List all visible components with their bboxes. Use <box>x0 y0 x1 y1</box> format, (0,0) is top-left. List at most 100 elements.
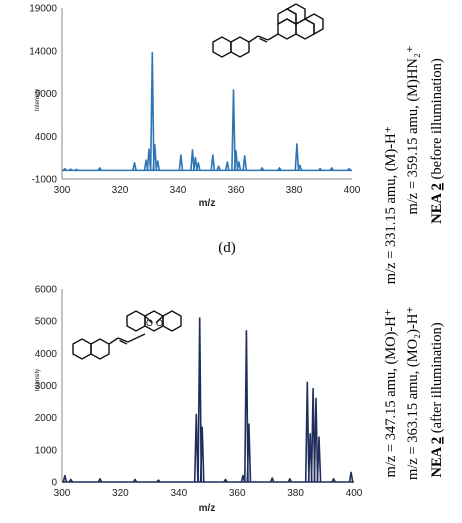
label-bottom-suffix: (after illumination) <box>429 322 445 437</box>
x-tick-label: 380 <box>286 185 303 196</box>
spectrum-peak <box>346 167 352 171</box>
y-tick-label: 9000 <box>35 89 58 100</box>
x-tick-label: 400 <box>344 185 361 196</box>
spectrum-peak <box>193 413 199 483</box>
y-tick-label: -1000 <box>31 175 57 186</box>
panel-label: (d) <box>218 240 236 256</box>
y-tick-label: 6000 <box>35 285 58 296</box>
spectrum-peak <box>178 154 184 171</box>
annotations-top: m/z = 331.15 amu, (M)-H⁺ m/z = 359.15 am… <box>383 45 445 284</box>
spectrum-peak <box>193 156 198 171</box>
label-top: NEA 2 (before illumination) <box>429 58 445 224</box>
x-tick-label: 300 <box>54 185 71 196</box>
spectrum-peak <box>97 167 102 171</box>
y-tick-label: 3000 <box>35 381 58 392</box>
y-tick-label: 1000 <box>35 445 58 456</box>
spectrum-peak <box>242 155 248 171</box>
x-tick-label: 320 <box>112 185 129 196</box>
spectrum-peak <box>132 162 137 171</box>
bottom-y-tick-labels: 6000 5000 4000 3000 2000 1000 0 <box>35 285 58 489</box>
bottom-y-axis-label: Intensity <box>35 369 41 391</box>
label-bottom-num: 2 <box>429 437 445 444</box>
label-bottom: NEA 2 (after illumination) <box>429 322 445 477</box>
peroxide-o-right: O <box>156 318 163 328</box>
spectrum-peak <box>97 478 103 483</box>
spectrum-peak <box>195 162 201 171</box>
spectrum-peak <box>62 167 68 171</box>
chart-bottom: 6000 5000 4000 3000 2000 1000 0 300 320 340 360 38… <box>35 285 363 515</box>
y-tick-label: 19000 <box>29 4 57 15</box>
spectrum-peak <box>277 167 282 171</box>
spectrum-peak <box>132 478 138 483</box>
spectrum-peak <box>68 168 73 172</box>
x-tick-label: 320 <box>112 488 129 499</box>
x-tick-label: 340 <box>170 488 187 499</box>
spectrum-peak <box>149 51 155 171</box>
spectrum-peak <box>313 397 319 483</box>
spectrum-peak <box>197 317 203 483</box>
spectrum-peak <box>297 164 303 171</box>
top-x-tick-labels: 300 320 340 360 380 400 <box>54 185 361 196</box>
spectrum-peak <box>210 154 216 171</box>
spectrum-peak <box>317 167 323 171</box>
y-tick-label: 5000 <box>35 317 58 328</box>
spectrum-peak <box>155 160 161 171</box>
spectrum-peak <box>231 89 236 171</box>
annotations-bottom: m/z = 347.15 amu, (MO)-H⁺ m/z = 363.15 a… <box>383 306 445 480</box>
spectrum-peak <box>224 161 230 171</box>
spectrum-peak <box>152 144 158 171</box>
spectrum-peak <box>294 143 300 171</box>
annotation-bottom-1: m/z = 347.15 amu, (MO)-H⁺ <box>383 309 399 478</box>
x-tick-label: 360 <box>228 185 245 196</box>
spectrum-peak <box>156 479 161 483</box>
spectrum-peak <box>331 478 336 483</box>
annotation-top-1: m/z = 331.15 amu, (M)-H⁺ <box>383 126 399 284</box>
bottom-x-axis-label: m/z <box>199 503 216 514</box>
top-y-axis-label: Intensity <box>35 89 41 111</box>
y-tick-label: 0 <box>51 478 57 489</box>
spectrum-peak <box>246 423 252 483</box>
spectrum-peak <box>233 150 239 171</box>
label-top-num: 2 <box>429 183 445 190</box>
peroxide-o-left: O <box>146 318 153 328</box>
x-tick-label: 400 <box>346 488 363 499</box>
bottom-x-tick-labels: 300 320 340 360 380 400 <box>54 488 363 499</box>
top-y-tick-labels: 19000 14000 9000 4000 -1000 <box>29 4 57 186</box>
top-x-axis-label: m/z <box>199 198 216 209</box>
spectrum-peak <box>244 330 249 483</box>
spectrum-peak <box>62 474 68 483</box>
spectrum-peak <box>259 167 265 171</box>
spectrum-peak <box>223 478 228 483</box>
label-bottom-prefix: NEA <box>429 444 445 477</box>
molecule-structure-before <box>212 3 324 58</box>
spectrum-peak <box>216 165 221 171</box>
x-tick-label: 340 <box>170 185 187 196</box>
y-tick-label: 4000 <box>35 132 58 143</box>
top-peaks <box>62 51 352 172</box>
spectrum-peak <box>310 387 316 483</box>
spectrum-peak <box>68 478 74 483</box>
y-tick-label: 2000 <box>35 413 58 424</box>
spectrum-peak <box>329 167 334 171</box>
bottom-peaks <box>62 317 354 483</box>
spectrum-peak <box>316 436 322 483</box>
spectrum-peak <box>304 381 310 483</box>
spectrum-peak <box>348 471 354 483</box>
label-top-prefix: NEA <box>429 190 445 223</box>
label-top-suffix: (before illumination) <box>429 58 445 183</box>
chart-top: 19000 14000 9000 4000 -1000 300 320 340 360 380 4… <box>29 3 361 209</box>
y-tick-label: 4000 <box>35 349 58 360</box>
x-tick-label: 360 <box>229 488 246 499</box>
y-tick-label: 14000 <box>29 46 57 57</box>
molecule-structure-after <box>72 310 182 360</box>
x-tick-label: 300 <box>54 488 71 499</box>
spectrum-peak <box>199 426 205 483</box>
spectrum-peak <box>269 477 275 483</box>
annotation-top-2: m/z = 359.15 amu, (M)HN₂⁺ <box>405 45 421 214</box>
spectrum-peak <box>236 161 242 171</box>
x-tick-label: 380 <box>287 488 304 499</box>
spectrum-peak <box>74 168 79 172</box>
spectrum-peak <box>287 478 293 483</box>
spectrum-peak <box>190 149 195 171</box>
